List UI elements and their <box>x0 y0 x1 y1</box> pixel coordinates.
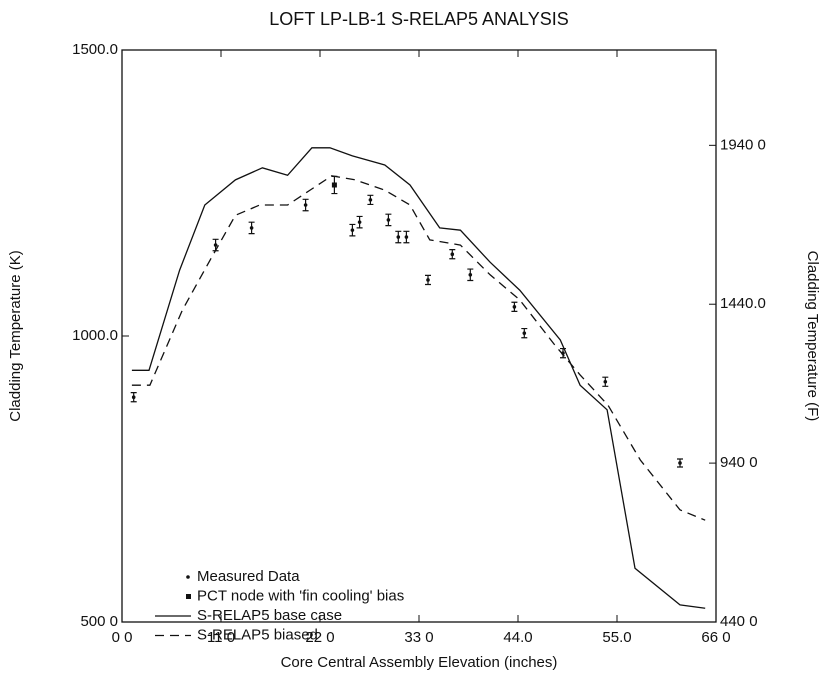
marker <box>468 272 473 277</box>
marker <box>678 461 682 465</box>
legend-label: PCT node with 'fin cooling' bias <box>197 587 404 604</box>
marker <box>386 218 391 222</box>
y-axis-label: Cladding Temperature (K) <box>7 250 24 421</box>
legend-marker <box>186 594 191 599</box>
y2-tick-label: 1940 0 <box>720 136 766 153</box>
marker <box>303 203 308 207</box>
x-tick-label: 66 0 <box>701 629 730 646</box>
legend-marker <box>186 575 190 579</box>
plot-frame <box>121 49 717 623</box>
x-axis-label: Core Central Assembly Elevation (inches) <box>281 654 558 671</box>
legend-label: S-RELAP5 base case <box>197 607 342 624</box>
x-tick-label: 44.0 <box>503 629 532 646</box>
x-tick-label: 0 0 <box>112 629 133 646</box>
y-tick-label: 1500.0 <box>72 41 118 58</box>
marker <box>450 252 455 257</box>
marker <box>131 395 136 400</box>
legend-label: Measured Data <box>197 568 300 585</box>
y2-tick-label: 940 0 <box>720 454 758 471</box>
x-tick-label: 22 0 <box>305 629 334 646</box>
y2-axis-label: Cladding Temperature (F) <box>804 251 821 422</box>
line-series <box>131 147 706 609</box>
line-series <box>131 175 706 521</box>
marker <box>396 235 401 239</box>
marker <box>426 278 430 282</box>
marker <box>603 379 608 384</box>
legend-label: S-RELAP5 biased <box>197 626 318 643</box>
marker <box>357 220 362 224</box>
marker <box>213 243 218 247</box>
marker <box>368 198 373 202</box>
marker <box>512 305 517 309</box>
x-tick-label: 33 0 <box>404 629 433 646</box>
y-tick-label: 500 0 <box>80 613 118 630</box>
x-tick-label: 11 0 <box>207 629 235 646</box>
y2-tick-label: 440 0 <box>720 613 758 630</box>
y2-tick-label: 1440.0 <box>720 295 766 312</box>
marker <box>404 235 409 239</box>
marker <box>350 228 355 232</box>
chart-title: LOFT LP-LB-1 S-RELAP5 ANALYSIS <box>269 9 568 29</box>
marker <box>522 331 527 335</box>
x-tick-label: 55.0 <box>602 629 631 646</box>
marker <box>331 182 337 188</box>
marker <box>249 226 254 230</box>
y-tick-label: 1000.0 <box>72 327 118 344</box>
